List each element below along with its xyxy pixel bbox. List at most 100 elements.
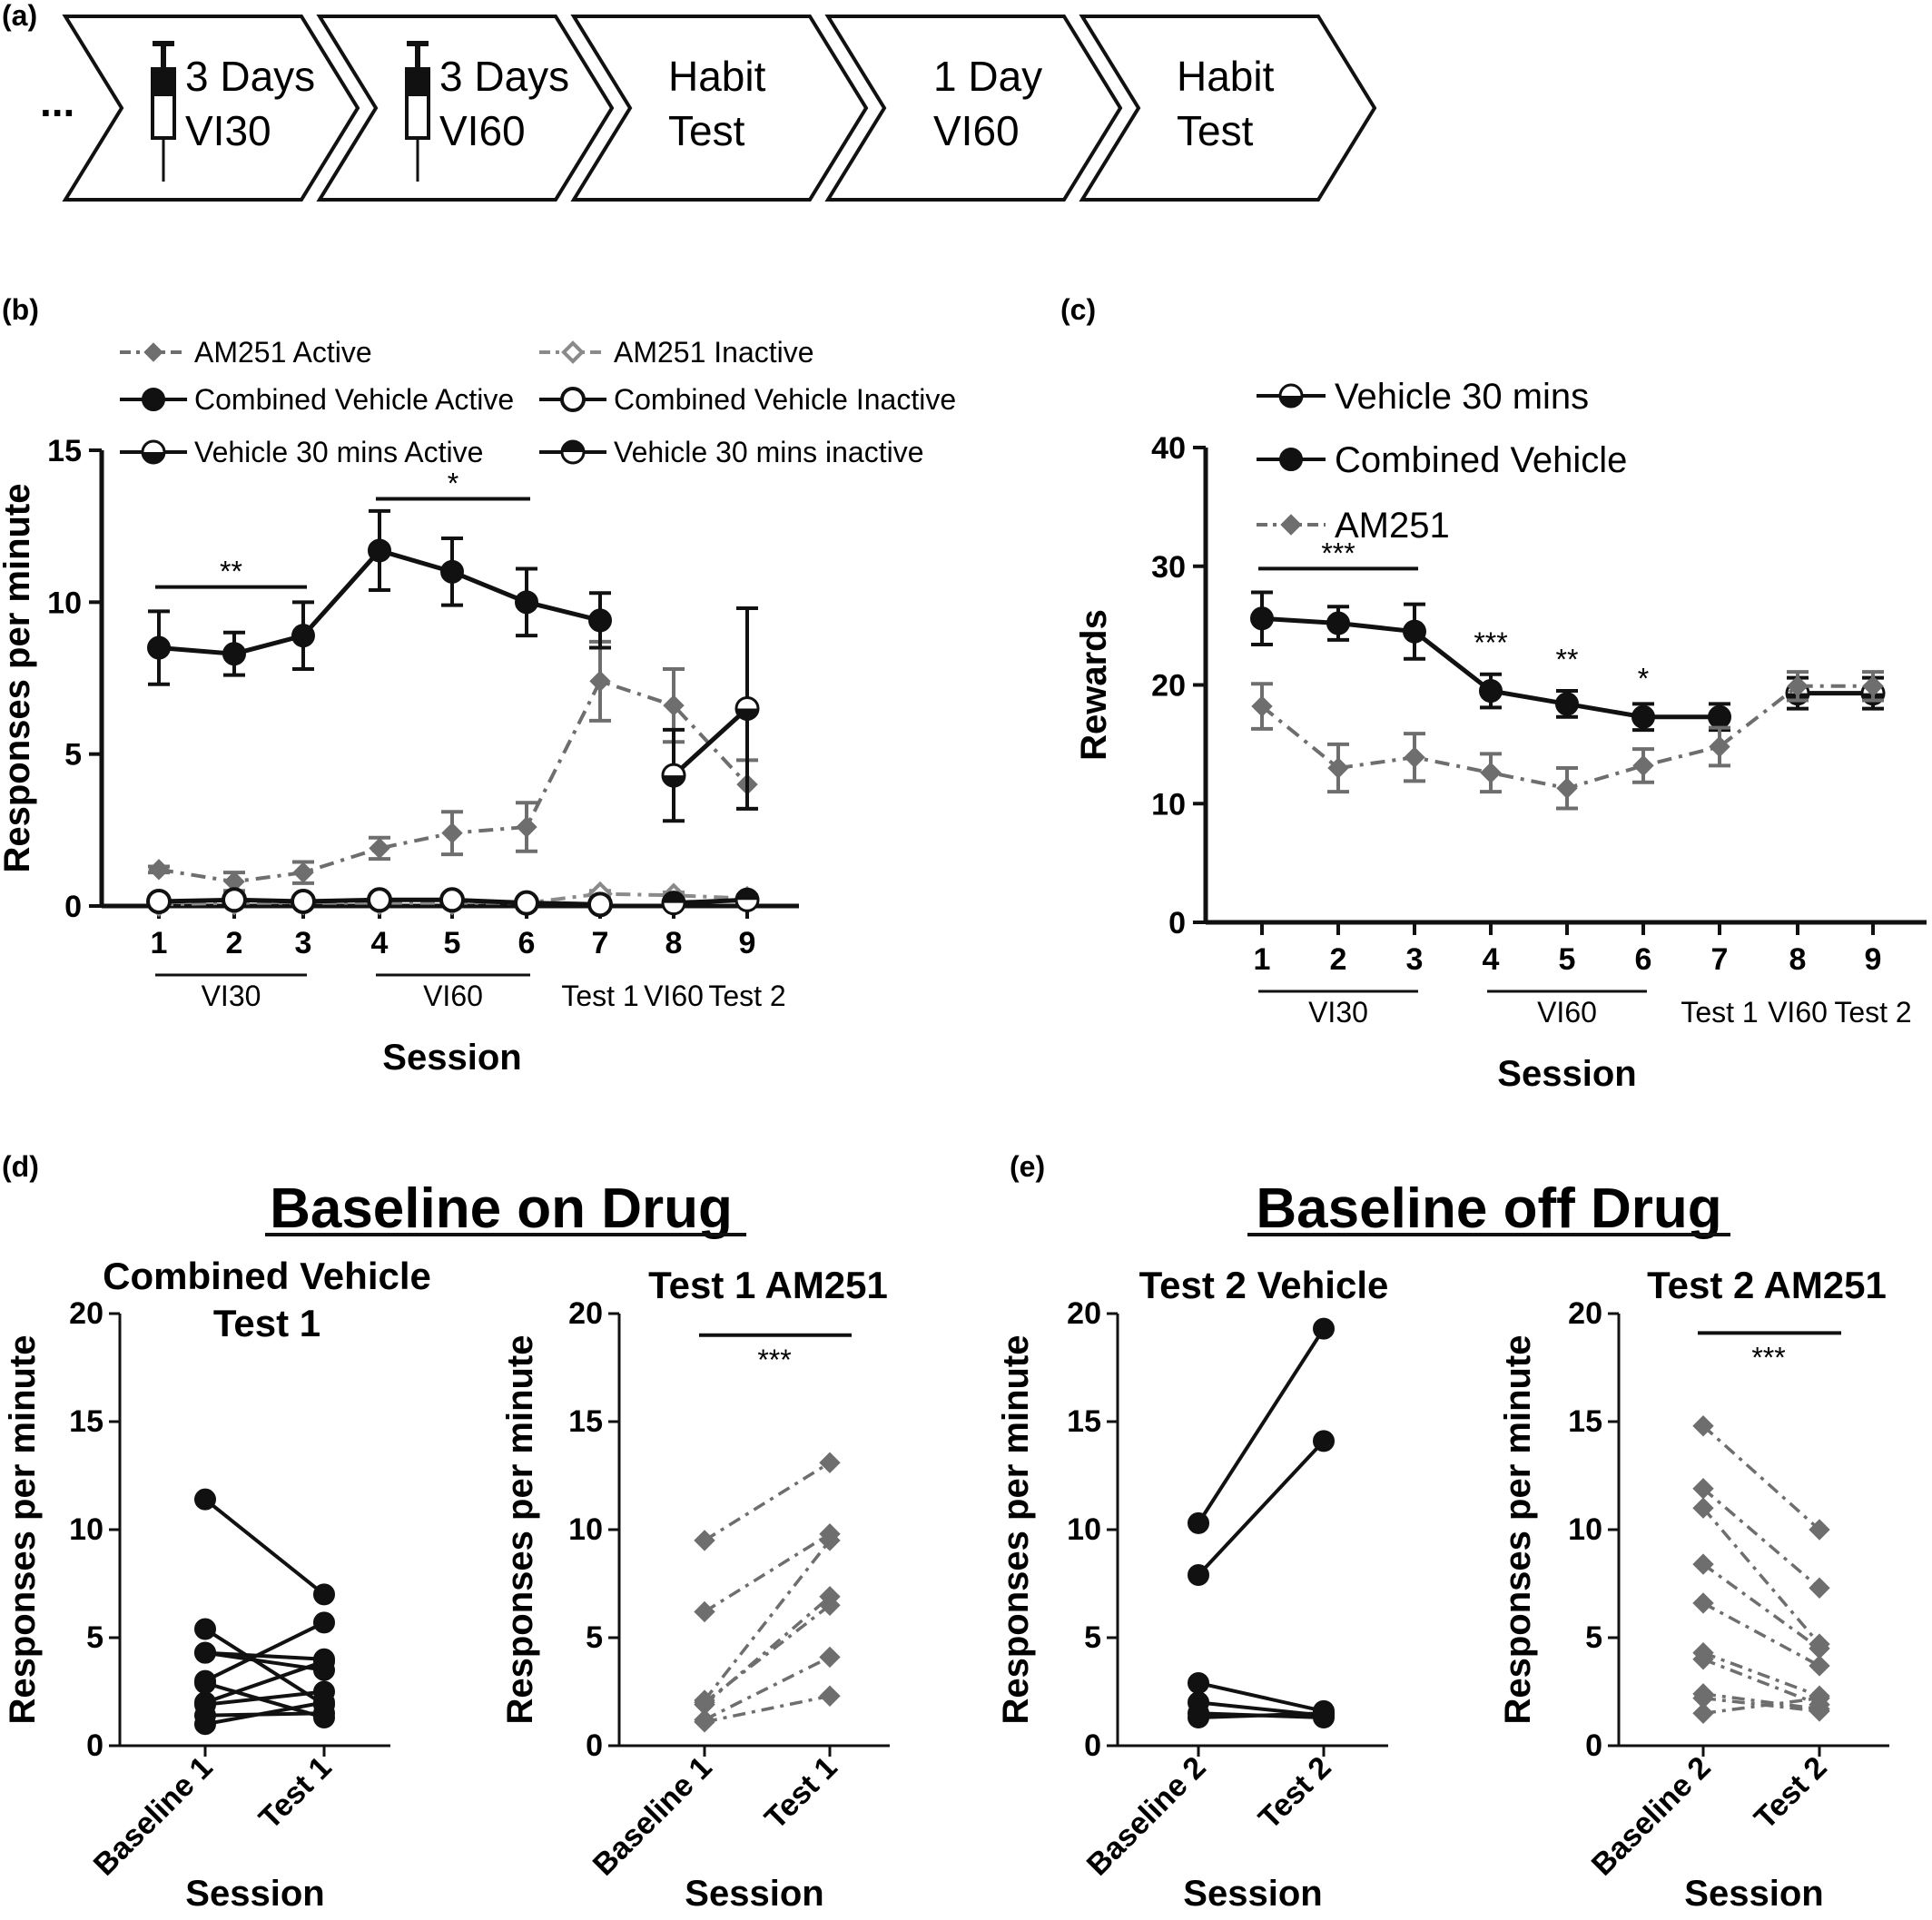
data-point	[589, 670, 611, 693]
group-title-d: Baseline on Drug	[270, 1177, 733, 1240]
data-point	[440, 559, 464, 584]
pair-line	[703, 1603, 832, 1704]
significance-stars: *	[1638, 662, 1649, 694]
pair-line	[704, 1655, 831, 1722]
significance-stars: ***	[757, 1344, 791, 1376]
group-label: Test 1	[561, 980, 638, 1012]
pair-line	[203, 1498, 326, 1596]
subject-pair	[694, 1586, 841, 1716]
data-point	[1251, 695, 1273, 717]
data-point	[1692, 1553, 1714, 1575]
timeline-step-1: 3 Days VI30	[62, 15, 360, 202]
chart-e1: 0 5 10 15 20 Baseline 2 Test 2 Session Responses…	[996, 1264, 1388, 1914]
subject-pair	[1692, 1415, 1830, 1541]
x-tick-label: 9	[1865, 942, 1882, 977]
data-point	[734, 695, 760, 721]
x-tick-label: 1	[151, 926, 168, 960]
y-tick-label: 5	[1585, 1620, 1602, 1655]
panel-label-b: (b)	[2, 293, 39, 326]
legend-item: AM251 Inactive	[539, 336, 814, 369]
data-point	[1188, 1671, 1209, 1694]
data-point	[663, 694, 685, 716]
subject-pair	[694, 1646, 841, 1731]
timeline: ... 3 Days VI30 3 Days VI60 Habit Test 1 Day VI6…	[40, 15, 1377, 202]
subject-pair	[194, 1488, 335, 1606]
legend-label: AM251 Active	[194, 336, 372, 369]
x-tick-label: 7	[592, 926, 609, 960]
timeline-step-5: Habit Test	[1079, 15, 1377, 202]
data-point	[313, 1611, 335, 1634]
y-axis-title: Responses per minute	[0, 483, 37, 872]
x-axis-title: Session	[1497, 1054, 1636, 1094]
y-tick-label: 15	[568, 1404, 603, 1439]
syringe-icon	[151, 41, 176, 182]
data-point	[661, 763, 686, 788]
data-point	[147, 635, 171, 660]
x-axis-title: Session	[685, 1874, 823, 1914]
legend-item: Combined Vehicle Active	[120, 383, 514, 416]
pair-line	[204, 1700, 325, 1727]
pair-line	[704, 1532, 831, 1613]
group-label: VI60	[1768, 996, 1828, 1029]
chart-d2: 0 5 10 15 20 Baseline 1 Test 1 Session Responses…	[500, 1264, 890, 1914]
subject-pair	[194, 1691, 335, 1736]
group-label: VI60	[423, 980, 483, 1012]
significance-stars: *	[448, 468, 458, 500]
x-tick-label: Baseline 1	[87, 1750, 220, 1883]
legend-swatch-marker	[560, 439, 586, 465]
legend-label: Vehicle 30 mins Active	[194, 436, 483, 468]
y-tick-label: 10	[47, 586, 82, 620]
data-point	[819, 1530, 841, 1551]
x-tick-label: 5	[444, 926, 461, 960]
subject-pair	[1692, 1497, 1830, 1655]
legend-label: AM251 Inactive	[614, 336, 814, 369]
timeline-chevron	[62, 15, 360, 202]
data-point-fill	[736, 708, 758, 720]
x-tick-label: 1	[1254, 942, 1271, 977]
x-tick-label: 2	[226, 926, 243, 960]
data-point	[1327, 757, 1349, 779]
data-point	[222, 887, 247, 913]
data-point	[1809, 1577, 1830, 1599]
y-axis-title: Responses per minute	[1498, 1334, 1538, 1724]
subject-pair	[694, 1685, 841, 1733]
data-point	[1787, 675, 1809, 697]
data-point	[694, 1600, 715, 1623]
data-point	[1692, 1415, 1714, 1437]
legend-item: AM251 Active	[120, 336, 372, 369]
chart-title: Combined Vehicle	[103, 1255, 431, 1297]
subject-pair	[1692, 1683, 1830, 1720]
subject-pair	[1188, 1317, 1335, 1534]
legend-swatch-marker	[1279, 448, 1303, 471]
x-tick-label: Baseline 2	[1585, 1750, 1718, 1883]
panel-label-d: (d)	[2, 1150, 39, 1183]
y-tick-label: 0	[86, 1728, 104, 1763]
legend-swatch-marker-fill	[143, 452, 164, 463]
timeline-step-4: 1 Day VI60	[824, 15, 1123, 202]
x-tick-label: 8	[665, 926, 683, 960]
y-tick-label: 20	[1151, 669, 1186, 704]
data-point	[194, 1488, 216, 1511]
x-axis-title: Session	[1183, 1874, 1322, 1914]
y-tick-label: 10	[568, 1512, 603, 1547]
y-axis-title: Responses per minute	[3, 1334, 43, 1724]
series-combined-vehicle-inactive	[146, 887, 613, 918]
legend-swatch-marker	[141, 439, 166, 465]
timeline-step-line2: VI30	[185, 107, 271, 154]
pair-line	[1702, 1601, 1820, 1668]
legend-label: Vehicle 30 mins	[1335, 377, 1589, 417]
data-point	[194, 1641, 216, 1664]
y-tick-label: 15	[47, 434, 82, 468]
pair-line	[1702, 1651, 1820, 1698]
data-point	[1250, 606, 1274, 631]
y-axis-title: Responses per minute	[996, 1334, 1036, 1724]
pair-line	[1197, 1327, 1326, 1524]
y-tick-label: 0	[1585, 1728, 1602, 1763]
data-point-fill	[736, 889, 758, 901]
x-tick-label: Test 2	[1252, 1750, 1338, 1836]
subject-pair	[1188, 1430, 1335, 1586]
data-point	[222, 642, 246, 666]
group-title-e: Baseline off Drug	[1256, 1177, 1721, 1240]
significance-stars: ***	[1751, 1341, 1785, 1374]
